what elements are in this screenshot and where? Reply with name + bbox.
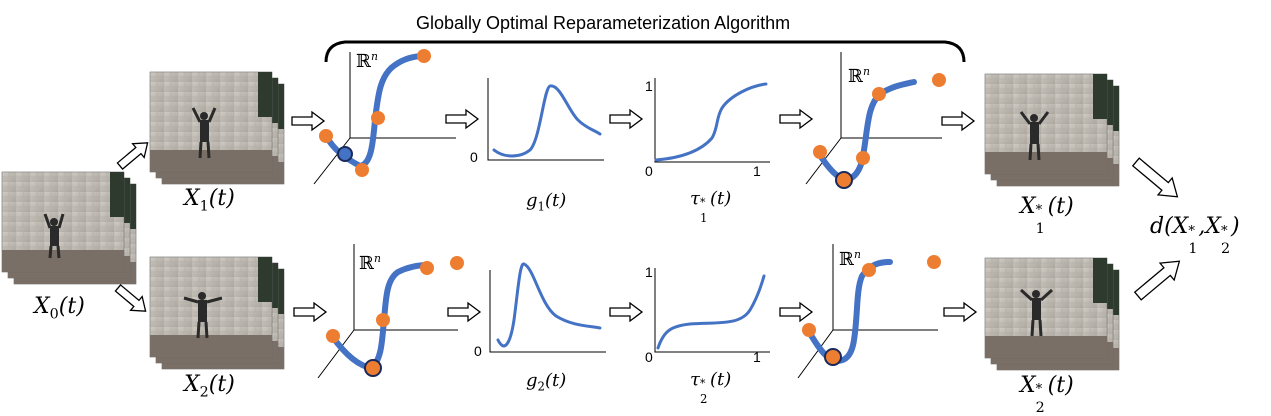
arrow-g2-to-tau2 (609, 301, 644, 323)
label-x1: X1(t) (184, 186, 235, 215)
tick-tau2-zero: 0 (645, 349, 653, 365)
origin-orange-point-2 (835, 171, 853, 189)
arrow-g1-to-tau1 (609, 108, 644, 130)
space-label-1: ℝn (356, 50, 378, 72)
curve-3d-3 (815, 79, 917, 184)
label-x2: X2(t) (184, 372, 235, 401)
tick-g1-zero: 0 (470, 149, 478, 165)
label-tau1: τ * 1 (t) (690, 188, 732, 225)
arrow-x0-to-x1 (116, 142, 149, 170)
axes-curve-4 (797, 244, 938, 379)
origin-orange-point-3 (824, 348, 842, 366)
tick-tau1-y-one: 1 (645, 78, 653, 94)
arrow-curve1b-to-x1star (941, 110, 976, 132)
block-arrows (114, 108, 1181, 323)
tick-g2-zero: 0 (474, 343, 482, 359)
axes-g1 (487, 78, 604, 161)
space-label-4: ℝn (839, 248, 861, 270)
person-x1 (191, 107, 217, 159)
arrow-x2-to-curve2 (293, 301, 328, 323)
axes-curve-2 (317, 244, 458, 379)
title-bracket (324, 40, 966, 63)
label-x2-star: X * 2 (t) (1020, 373, 1074, 416)
sample-points (319, 49, 946, 343)
arrow-curve2-to-g2 (447, 301, 482, 323)
curve-tau1 (654, 82, 768, 162)
axes-curve-1 (313, 52, 456, 185)
space-label-3: ℝn (848, 65, 870, 87)
arrow-x0-to-x2 (114, 284, 147, 312)
curve-3d-4 (805, 259, 893, 364)
arrow-curve2b-to-x2star (943, 301, 978, 323)
label-x0: X0(t) (34, 294, 85, 323)
tick-tau1-zero: 0 (645, 163, 653, 179)
arrow-x1-to-curve1 (291, 110, 326, 132)
arrow-x2star-to-distance (1133, 260, 1181, 301)
person-x0 (43, 213, 65, 259)
arrow-tau1-to-curve1b (779, 108, 814, 130)
person-x2 (183, 292, 223, 339)
arrow-curve1-to-g1 (445, 108, 480, 130)
origin-points (337, 146, 853, 377)
title: Globally Optimal Reparameterization Algo… (416, 13, 791, 33)
tick-tau2-x-one: 1 (753, 349, 761, 365)
curve-g2 (496, 262, 602, 348)
video-stack-x1 (149, 71, 285, 185)
axes-tau1 (654, 78, 770, 163)
person-x1-star (1019, 111, 1050, 161)
label-distance: d(X * 1 ,X * 2) (1150, 214, 1240, 257)
tick-tau2-y-one: 1 (645, 264, 653, 280)
arrow-x1star-to-distance (1131, 157, 1179, 198)
arrow-tau2-to-curve2b (779, 301, 814, 323)
video-stack-x2-star (984, 257, 1120, 371)
tick-tau1-x-one: 1 (753, 163, 761, 179)
label-tau2: τ * 2 (t) (690, 369, 732, 406)
curve-g1 (492, 84, 602, 158)
label-x1-star: X * 1 (t) (1020, 194, 1074, 237)
axes (313, 52, 942, 379)
label-g1: g1(t) (526, 190, 567, 214)
person-x2-star (1019, 288, 1054, 337)
space-label-2: ℝn (359, 252, 381, 274)
axes-tau2 (654, 268, 770, 353)
blue-curves (323, 53, 917, 372)
origin-orange-point-1 (364, 359, 382, 377)
video-stack-x0 (1, 171, 137, 285)
video-stack-x2 (149, 256, 285, 370)
curve-tau2 (656, 274, 766, 350)
video-stack-x1-star (984, 73, 1120, 187)
axes-g2 (489, 270, 606, 353)
label-g2: g2(t) (526, 370, 567, 394)
origin-blue-point (337, 146, 353, 162)
